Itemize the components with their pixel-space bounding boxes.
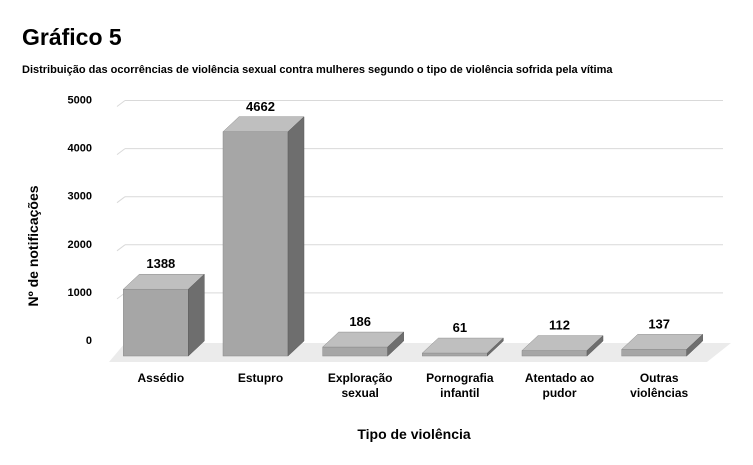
bar-side (586, 335, 604, 357)
bar (621, 333, 704, 357)
x-tick-label: Exploração sexual (328, 371, 393, 400)
gridline-diagonal (116, 244, 126, 252)
x-tick-label: Atentado ao pudor (525, 371, 594, 400)
y-axis-ticks: 0 1000 2000 3000 4000 5000 (68, 95, 92, 348)
bar (421, 337, 504, 357)
data-label: 186 (349, 314, 371, 329)
bar (322, 331, 405, 357)
y-tick-label: 3000 (68, 191, 92, 203)
y-tick-label: 4000 (68, 143, 92, 155)
y-axis-title: Nº de notificações (25, 185, 41, 306)
gridlines (116, 100, 723, 300)
bar-side (686, 333, 703, 357)
gridline-diagonal (116, 196, 126, 204)
bar-front (222, 131, 289, 357)
bar-side (387, 331, 404, 357)
y-tick-label: 5000 (68, 95, 92, 107)
x-tick-label: Assédio (137, 371, 184, 385)
bar-front (422, 352, 488, 357)
bar-front (123, 288, 189, 357)
data-label: 112 (549, 318, 570, 333)
y-tick-label: 0 (86, 335, 92, 347)
bar-side (188, 273, 205, 357)
bar-front (621, 349, 687, 357)
data-label: 61 (453, 320, 467, 335)
chart-subtitle: Distribuição das ocorrências de violênci… (22, 64, 613, 76)
bars (122, 116, 704, 357)
x-tick-label: Pornografia infantil (426, 371, 494, 400)
gridline-diagonal (116, 100, 126, 107)
data-label: 1388 (146, 256, 175, 271)
data-label: 137 (648, 316, 670, 331)
bar-front (322, 346, 388, 357)
bar (122, 273, 205, 357)
bar (222, 116, 305, 357)
y-tick-label: 2000 (68, 239, 92, 251)
data-label: 4662 (246, 99, 275, 114)
x-axis-categories: Assédio Estupro Exploração sexual Pornografi… (137, 371, 688, 400)
bar (521, 335, 604, 357)
bar-side (287, 116, 305, 357)
gridline-diagonal (116, 148, 126, 156)
chart-title: Gráfico 5 (22, 24, 122, 50)
x-axis-title: Tipo de violência (357, 426, 471, 442)
bar-side (487, 337, 504, 357)
data-labels: 1388 4662 186 61 112 137 (146, 99, 670, 335)
x-tick-label: Estupro (238, 371, 283, 385)
bar-front (521, 350, 588, 357)
x-tick-label: Outras violências (630, 371, 688, 400)
y-tick-label: 1000 (68, 287, 92, 299)
